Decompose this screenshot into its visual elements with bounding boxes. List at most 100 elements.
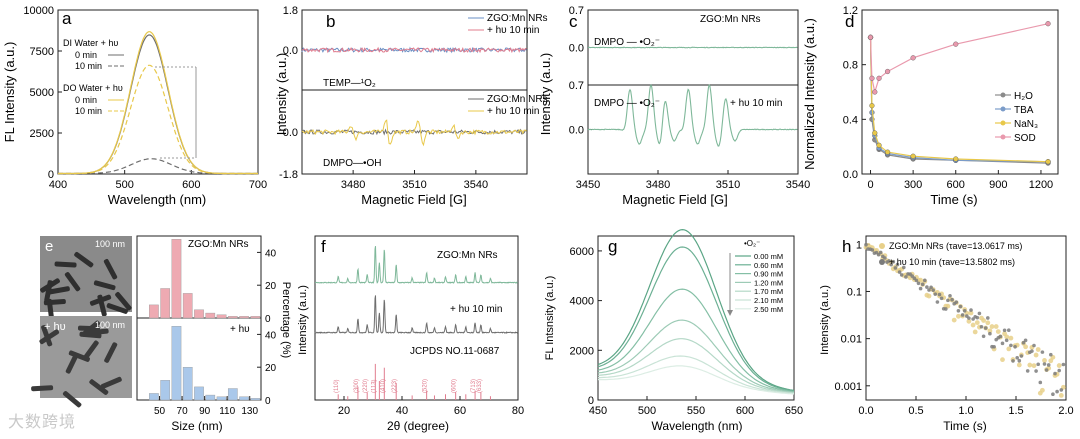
panel-h-point-0-85 — [1042, 358, 1047, 363]
panel-c-xtick-label-0: 3450 — [576, 179, 600, 191]
panel-e-tem-bottom: + hυ 100 nm — [31, 316, 132, 408]
panel-e-rod-top-5 — [74, 251, 94, 268]
panel-b-top-label: TEMP—¹O₂ — [323, 78, 376, 89]
panel-h-legend-marker-1 — [879, 243, 885, 249]
panel-d-legend-marker-1 — [1000, 106, 1006, 112]
panel-a: a FL Intensity (a.u.) Wavelength (nm) 40… — [2, 5, 267, 207]
panel-d-point-NaN3-5 — [910, 153, 916, 159]
panel-g-ytick-label-3: 6000 — [570, 246, 594, 258]
panel-h-point-0-88 — [1048, 358, 1054, 364]
panel-g-ticks: 450 500 550 600 650 0 2000 4000 6000 — [570, 246, 804, 417]
panel-h-point-1-45 — [958, 304, 963, 309]
panel-g-xlabel: Wavelength (nm) — [652, 419, 743, 433]
panel-h-point-1-72 — [1015, 356, 1019, 360]
panel-c-xtick-label-1: 3480 — [646, 179, 670, 191]
panel-h-point-1-77 — [1025, 369, 1030, 373]
panel-b-bottom-ytick-label-1: -1.8 — [279, 169, 298, 181]
panel-h-point-1-86 — [1044, 368, 1049, 372]
panel-e-xtick-label-3: 110 — [219, 406, 235, 417]
panel-a-ytick-label-3: 7500 — [30, 46, 54, 58]
panel-d-line-SOD — [869, 23, 1049, 95]
panel-f-hkl-3: (113) — [371, 379, 377, 393]
panel-e-bottom-bar-40 — [149, 393, 159, 401]
panel-f-hkl-0: (110) — [334, 379, 340, 393]
panel-h-point-1-47 — [962, 308, 967, 313]
panel-h-point-1-67 — [1004, 338, 1009, 343]
panel-h-point-0-49 — [966, 318, 972, 324]
panel-d-axes — [861, 9, 1059, 175]
panel-d-point-NaN3-3 — [876, 142, 882, 148]
panel-h-point-0-59 — [987, 328, 993, 334]
panel-e-xtick-label-1: 70 — [177, 406, 189, 417]
panel-e-rod-bottom-8 — [62, 391, 82, 408]
panel-f-xtick-label-0: 20 — [338, 405, 350, 417]
panel-d-point-NaN3-6 — [953, 156, 959, 162]
panel-g-letter: g — [608, 237, 617, 256]
panel-h-point-0-30 — [926, 293, 932, 299]
panel-e-top-bar-120 — [239, 316, 249, 319]
panel-h-point-1-49 — [967, 316, 971, 320]
panel-h-point-1-38 — [944, 307, 948, 311]
panel-a-series-1 — [58, 158, 258, 175]
panel-e-bottom-ytick-label-1: 20 — [265, 363, 277, 374]
panel-f-hkl-7: (600) — [452, 379, 458, 393]
panel-h-point-1-54 — [977, 311, 982, 316]
panel-h-point-1-11 — [887, 259, 891, 263]
panel-d-ticks: 0 300 600 900 1200 0.0 0.4 0.8 1.2 — [843, 5, 1053, 191]
panel-e-bottom-bar-70 — [182, 367, 193, 401]
panel-g: g FL Intsnsity (a.u.) Wavelength (nm) 45… — [544, 228, 804, 433]
panel-b-bottom-series-1 — [301, 119, 527, 147]
panel-d-point-NaN3-2 — [872, 130, 878, 136]
panel-b-top-series-1 — [301, 46, 527, 54]
panel-b-ticks: 1.8 0.0 0.0 -1.8 3480 3510 3540 — [279, 5, 488, 191]
panel-c-bottom-series — [587, 83, 798, 147]
panel-a-xtick-label-3: 700 — [249, 179, 267, 191]
panel-e-xlabel: Size (nm) — [171, 419, 222, 433]
panel-b-letter: b — [326, 12, 335, 31]
panel-a-legend-group1: DI Water + hυ — [63, 38, 118, 48]
panel-b-bottom-legend-item-1: ZGO:Mn NRs — [468, 94, 548, 105]
panel-h-point-0-51 — [970, 322, 976, 328]
panel-h-point-1-0 — [864, 242, 868, 247]
panel-d-point-SOD-3 — [876, 75, 882, 81]
panel-c-xtick-label-2: 3510 — [716, 179, 740, 191]
panel-e-xtick-label-2: 90 — [199, 406, 211, 417]
panel-h-point-0-62 — [993, 324, 999, 329]
panel-h-xtick-label-2: 1.0 — [958, 405, 973, 417]
panel-g-ytick-label-1: 2000 — [570, 345, 594, 357]
panel-g-series-5 — [598, 355, 795, 395]
panel-f-hkl-5: (223) — [392, 379, 398, 393]
panel-e-bottom-ytick-label-0: 0 — [265, 396, 271, 407]
panel-a-xtick-label-2: 600 — [182, 179, 200, 191]
panel-d-letter: d — [845, 12, 854, 31]
panel-g-series-4 — [597, 338, 795, 394]
panel-h-point-1-41 — [950, 297, 954, 302]
panel-a-series-3 — [58, 64, 258, 175]
panel-h-point-1-68 — [1007, 328, 1011, 333]
panel-a-xtick-label-0: 400 — [49, 179, 67, 191]
panel-c-top-label: DMPO — •O₂⁻ — [594, 37, 660, 48]
panel-g-ytick-label-0: 0 — [588, 395, 594, 407]
panel-f-letter: f — [321, 237, 326, 256]
panel-e-top-bar-50 — [160, 288, 171, 319]
panel-e-bars — [149, 239, 261, 401]
panel-e-rod-top-12 — [47, 286, 70, 295]
panel-h-point-1-76 — [1023, 338, 1028, 343]
panel-h-point-1-32 — [931, 288, 935, 292]
panel-b-xtick-label-1: 3510 — [402, 179, 426, 191]
panel-h-point-1-89 — [1051, 392, 1055, 397]
panel-h-point-0-82 — [1035, 347, 1041, 352]
panel-g-legend-title: •O₂⁻ — [744, 239, 760, 248]
panel-h-ytick-label-3: 0.001 — [834, 381, 862, 393]
panel-e-ylabel: Percentage (%) — [280, 282, 292, 358]
panel-d-xtick-label-0: 0 — [867, 179, 873, 191]
panel-f-series-0 — [315, 246, 518, 284]
panel-h-legend-item-1: ZGO:Mn NRs (τave=13.0617 ms) — [879, 241, 1022, 251]
panel-h-point-1-3 — [870, 248, 875, 252]
panel-h-point-1-90 — [1053, 371, 1057, 376]
panel-e-hv-label: + hυ — [44, 321, 66, 333]
panel-c-letter: c — [569, 12, 578, 31]
panel-d-point-NaN3-4 — [884, 149, 891, 155]
panel-h-point-1-19 — [904, 275, 908, 279]
